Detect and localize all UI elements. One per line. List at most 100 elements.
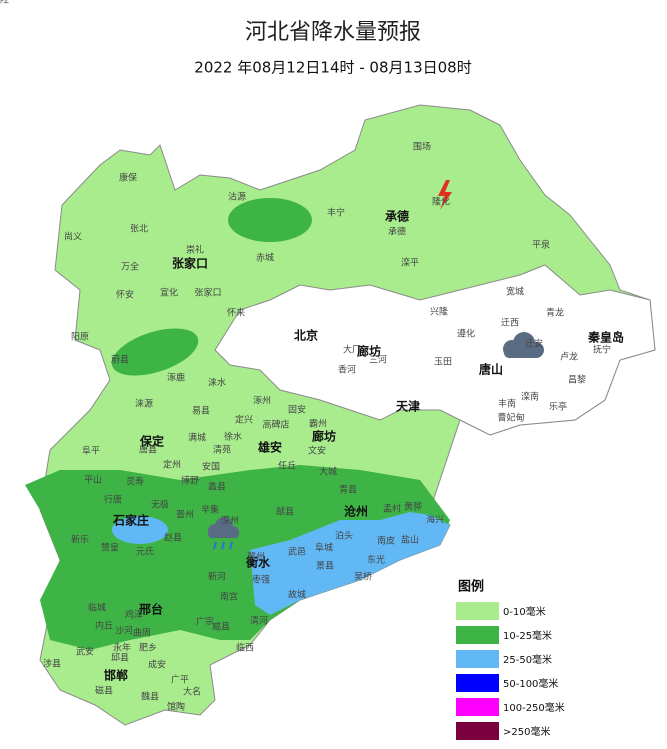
county-label: 乐亭 — [549, 401, 567, 413]
city-label: 石家庄 — [112, 513, 149, 528]
county-label: 赵县 — [164, 532, 182, 544]
county-label: 承德 — [388, 226, 406, 238]
county-label: 满城 — [188, 433, 206, 444]
legend-label: 50-100毫米 — [503, 677, 558, 690]
county-label: 泊头 — [335, 531, 353, 542]
county-label: 阜平 — [82, 445, 100, 457]
county-label: 昌黎 — [568, 374, 586, 386]
city-label: 沧州 — [344, 504, 368, 519]
county-label: 迁西 — [501, 318, 519, 329]
county-label: 涿鹿 — [167, 372, 185, 384]
city-label: 廊坊 — [312, 429, 336, 444]
county-label: 香河 — [338, 364, 356, 376]
legend-swatch — [456, 674, 499, 692]
city-label: 雄安 — [257, 440, 282, 455]
county-label: 青龙 — [546, 307, 564, 319]
county-label: 抚宁 — [593, 344, 611, 356]
legend-swatch — [456, 698, 499, 716]
county-label: 阳原 — [71, 332, 89, 343]
county-label: 丰南 — [498, 398, 516, 410]
county-label: 任丘 — [278, 460, 296, 472]
county-label: 大名 — [183, 686, 201, 698]
county-label: 成安 — [148, 659, 166, 671]
county-label: 南宫 — [220, 591, 238, 603]
county-label: 清苑 — [213, 444, 231, 456]
county-label: 三河 — [369, 354, 387, 366]
county-label: 内丘 — [95, 620, 113, 632]
county-label: 怀来 — [227, 307, 245, 319]
county-label: 青县 — [339, 484, 357, 496]
county-label: 新河 — [208, 571, 226, 583]
county-label: 冀州 — [247, 551, 265, 563]
county-label: 枣强 — [252, 575, 270, 586]
county-label: 武安 — [76, 646, 94, 658]
city-label: 张家口 — [172, 256, 208, 271]
county-label: 崇礼 — [186, 244, 204, 256]
city-label: 邯郸 — [104, 668, 128, 683]
county-label: 定兴 — [235, 414, 253, 426]
county-label: 徐水 — [224, 431, 242, 443]
county-label: 武邑 — [288, 546, 306, 558]
legend: 图例 0-10毫米 10-25毫米 25-50毫米 50-100毫米 100-250毫米… — [456, 579, 565, 740]
county-label: 迁安 — [525, 338, 543, 350]
city-label: 秦皇岛 — [587, 330, 624, 345]
county-label: 大厂 — [343, 344, 361, 356]
legend-swatch — [456, 626, 499, 644]
county-label: 井陉 — [0, 0, 9, 6]
city-label: 唐山 — [479, 362, 503, 377]
county-label: 怀安 — [116, 289, 134, 301]
county-label: 隆化 — [432, 196, 450, 208]
county-label: 博野 — [181, 475, 199, 487]
county-label: 文安 — [308, 445, 326, 457]
legend-label: 0-10毫米 — [503, 605, 546, 618]
county-label: 东光 — [367, 554, 385, 566]
county-label: 尚义 — [64, 231, 82, 243]
county-label: 涞水 — [208, 377, 226, 389]
county-label: 安国 — [202, 461, 220, 473]
county-label: 固安 — [288, 404, 306, 416]
county-label: 阜城 — [315, 542, 333, 554]
county-label: 献县 — [276, 506, 294, 518]
county-label: 馆陶 — [167, 701, 185, 713]
county-label: 滦平 — [401, 257, 419, 269]
county-label: 平山 — [84, 475, 102, 486]
county-label: 海兴 — [426, 514, 444, 526]
subtitle: 2022 年08月12日14时 - 08月13日08时 — [194, 59, 471, 77]
city-label: 天津 — [396, 399, 420, 414]
county-label: 临西 — [236, 642, 254, 654]
county-label: 邱县 — [111, 653, 129, 664]
county-label: 平泉 — [532, 239, 550, 251]
legend-label: 10-25毫米 — [503, 629, 552, 642]
county-label: 卢龙 — [560, 351, 578, 363]
county-label: 高碑店 — [262, 419, 289, 431]
county-label: 威县 — [212, 621, 230, 633]
city-label: 衡水 — [246, 555, 271, 570]
county-label: 临城 — [88, 602, 106, 614]
county-label: 故城 — [288, 589, 306, 601]
city-label: 承德 — [385, 209, 409, 224]
county-label: 魏县 — [141, 691, 159, 703]
county-label: 赞皇 — [101, 542, 119, 554]
county-label: 涞源 — [135, 399, 153, 410]
city-label: 保定 — [139, 434, 164, 449]
county-label: 涿州 — [253, 396, 271, 407]
county-label: 宽城 — [506, 286, 524, 298]
county-label: 深州 — [221, 516, 239, 527]
county-label: 滦南 — [521, 391, 539, 403]
county-label: 元氏 — [136, 547, 154, 558]
county-label: 南皮 — [377, 535, 395, 547]
county-label: 辛集 — [201, 504, 219, 516]
title: 河北省降水量预报 — [245, 20, 421, 45]
county-label: 无极 — [151, 499, 169, 511]
county-label: 黄骅 — [404, 501, 422, 513]
weather-icons — [208, 180, 544, 550]
county-label: 新乐 — [71, 534, 89, 546]
city-label: 邢台 — [139, 602, 163, 617]
legend-label: 100-250毫米 — [503, 701, 565, 714]
county-label: 蔚县 — [111, 354, 129, 366]
county-label: 肥乡 — [139, 643, 157, 654]
county-label: 张家口 — [194, 287, 221, 299]
county-label: 蠡县 — [208, 481, 226, 493]
